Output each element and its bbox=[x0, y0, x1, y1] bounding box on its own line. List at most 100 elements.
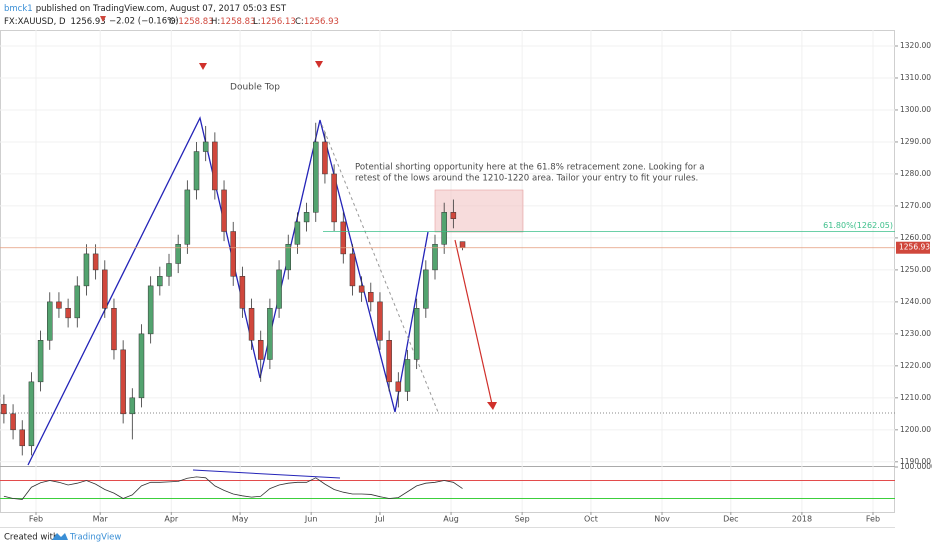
last-price-label: 1256.93 bbox=[899, 243, 930, 252]
y-tick-label: 1290.00 bbox=[900, 137, 931, 146]
candle-body bbox=[157, 276, 163, 287]
candle-body bbox=[37, 340, 44, 383]
candle-body bbox=[377, 301, 383, 341]
ohlc-group: −2.02 (−0.16%)O:1258.83H:1258.83L:1256.1… bbox=[100, 16, 339, 27]
candle-body bbox=[47, 301, 53, 341]
y-tick-label: 1220.00 bbox=[900, 361, 931, 370]
candle-body bbox=[285, 244, 291, 271]
resistance-zone bbox=[434, 189, 524, 233]
y-tick-label: 1210.00 bbox=[900, 393, 931, 402]
x-tick-label: Aug bbox=[443, 515, 459, 524]
x-tick-label: 2018 bbox=[792, 515, 812, 524]
x-tick-label: Nov bbox=[654, 515, 670, 524]
candle-body bbox=[395, 381, 402, 392]
x-tick-label: Feb bbox=[29, 515, 43, 524]
note-line: retest of the lows around the 1210-1220 … bbox=[355, 174, 698, 184]
ohlc-item: C:1256.93 bbox=[295, 17, 339, 27]
x-tick-label: Feb bbox=[866, 515, 880, 524]
rsi-divergence bbox=[192, 469, 341, 479]
ohlc-label: O: bbox=[169, 17, 178, 27]
candle-body bbox=[413, 308, 420, 360]
candles bbox=[1, 122, 466, 456]
candle-body bbox=[450, 212, 457, 219]
candle-body bbox=[340, 221, 347, 255]
candle-body bbox=[386, 340, 392, 383]
candle-body bbox=[120, 349, 126, 415]
candle-body bbox=[102, 269, 108, 309]
candle-body bbox=[276, 269, 282, 309]
y-tick-label: 1250.00 bbox=[900, 265, 931, 274]
footer-created: Created with bbox=[4, 533, 58, 543]
logo bbox=[52, 533, 68, 540]
candle-body bbox=[432, 244, 438, 271]
x-tick-label: Dec bbox=[723, 515, 738, 524]
price: 1256.93 bbox=[71, 17, 106, 27]
ohlc-label: L: bbox=[253, 17, 261, 27]
candle-body bbox=[331, 173, 337, 223]
ohlc-value: 1258.83 bbox=[178, 17, 213, 27]
candle-body bbox=[248, 308, 255, 341]
x-tick-label: Apr bbox=[164, 515, 179, 524]
candle-body bbox=[267, 308, 273, 360]
down-triangle bbox=[100, 16, 106, 22]
y-tick-label: 1190.00 bbox=[900, 457, 931, 466]
candle-body bbox=[221, 189, 227, 232]
ohlc-value: 1258.83 bbox=[220, 17, 255, 27]
candle-body bbox=[28, 381, 35, 447]
x-tick-label: Sep bbox=[515, 515, 530, 524]
candle-body bbox=[349, 253, 356, 287]
top-marker bbox=[315, 61, 323, 68]
target-arrow bbox=[454, 239, 493, 405]
candle-body bbox=[230, 231, 236, 277]
y-tick-label: 1200.00 bbox=[900, 425, 931, 434]
y-tick-label: 1320.00 bbox=[900, 41, 931, 50]
candle-body bbox=[147, 285, 154, 335]
last-price-box bbox=[896, 241, 930, 254]
candle-body bbox=[1, 403, 7, 415]
candle-body bbox=[358, 285, 365, 293]
y-tick-label: 1240.00 bbox=[900, 297, 931, 306]
candle-body bbox=[294, 221, 301, 245]
candle-body bbox=[56, 301, 62, 309]
candle-body bbox=[65, 308, 71, 319]
candle-body bbox=[368, 292, 374, 303]
y-tick-label: 1280.00 bbox=[900, 169, 931, 178]
candle-body bbox=[257, 340, 264, 360]
ohlc-label: C: bbox=[295, 17, 304, 27]
symbol-line: FX:XAUUSD, D 1256.93 bbox=[4, 17, 106, 27]
candle-body bbox=[303, 212, 310, 223]
y-tick-label: 1310.00 bbox=[900, 73, 931, 82]
ohlc-label: H: bbox=[211, 17, 220, 27]
ohlc-item: H:1258.83 bbox=[211, 17, 255, 27]
ohlc-item: L:1256.13 bbox=[253, 17, 296, 27]
candle-body bbox=[111, 308, 117, 351]
x-tick-label: Jun bbox=[304, 515, 318, 524]
candle-body bbox=[459, 241, 466, 248]
candle-body bbox=[239, 276, 246, 309]
x-tick-label: Mar bbox=[93, 515, 109, 524]
candle-body bbox=[441, 212, 447, 245]
x-tick-label: Jul bbox=[374, 515, 385, 524]
rsi-tick-label: 100.0000 bbox=[900, 462, 932, 471]
note-line: Potential shorting opportunity here at t… bbox=[355, 163, 705, 173]
candle-body bbox=[322, 141, 328, 175]
header-line: bmck1 published on TradingView.com, Augus… bbox=[4, 4, 287, 14]
ohlc-item: O:1258.83 bbox=[169, 17, 214, 27]
footer-brand: TradingView bbox=[69, 533, 121, 543]
candle-body bbox=[175, 244, 181, 264]
rsi-line bbox=[3, 476, 463, 500]
top-marker bbox=[199, 63, 207, 70]
ohlc-value: 1256.93 bbox=[304, 17, 339, 27]
y-tick-label: 1300.00 bbox=[900, 105, 931, 114]
candle-body bbox=[74, 285, 81, 319]
y-tick-label: 1270.00 bbox=[900, 201, 931, 210]
candle-body bbox=[166, 263, 172, 277]
candle-body bbox=[83, 253, 90, 287]
x-tick-label: May bbox=[232, 515, 249, 524]
candle-body bbox=[313, 141, 319, 213]
double-top-label: Double Top bbox=[230, 83, 280, 93]
y-tick-label: 1230.00 bbox=[900, 329, 931, 338]
